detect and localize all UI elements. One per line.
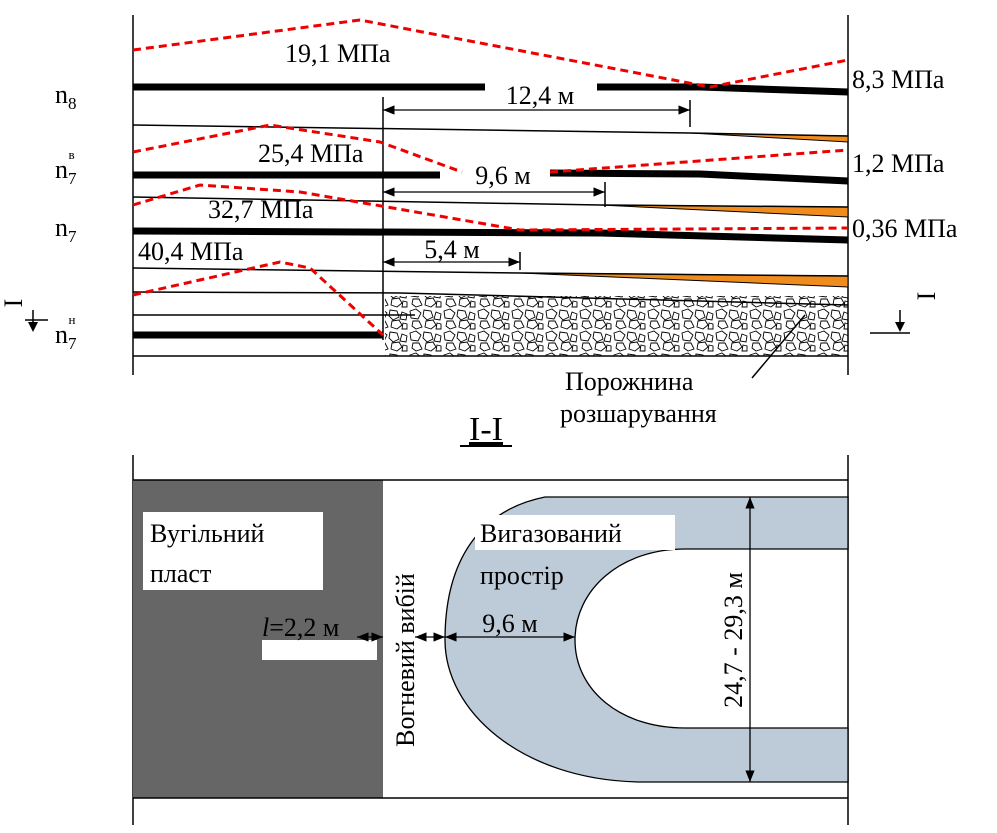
section-mark: I [912, 292, 941, 301]
stress-curve [133, 20, 848, 87]
seam-label: n7 н [55, 312, 77, 353]
section-arrow [895, 322, 905, 332]
text: в [69, 147, 75, 162]
gap-label: l=2,2 м [262, 613, 339, 642]
seam-label: n7 в [55, 147, 77, 188]
stress-curve [133, 262, 383, 335]
text: 8 [68, 94, 77, 113]
stress-label: 19,1 МПа [285, 39, 391, 68]
cavity-label: Порожнина [565, 367, 694, 396]
text: 7 [68, 227, 77, 246]
gasified-label: простір [480, 561, 564, 590]
section-mark: I [0, 299, 28, 308]
stress-label: 0,36 МПа [852, 214, 958, 243]
section-arrow [25, 310, 48, 328]
stress-label: 32,7 МПа [208, 195, 314, 224]
stress-label: 1,2 МПа [852, 149, 945, 178]
width-label: 24,7 - 29,3 м [719, 572, 748, 708]
distance-label: 9,6 м [482, 609, 537, 638]
text: n [55, 213, 68, 242]
coal-label: пласт [150, 559, 211, 588]
section-title: I-I [469, 411, 503, 448]
text: 7 [68, 169, 77, 188]
text: n [55, 320, 68, 349]
text: 7 [68, 334, 77, 353]
gasified-label: Вигазований [480, 519, 622, 548]
distance-label: 12,4 м [506, 81, 574, 110]
seam-label: n7 [55, 213, 77, 246]
coal-label: Вугільний [150, 519, 265, 548]
section-top: n8 n7в n7 n7н 19,1 МПа 25,4 МПа 32,7 МПа… [0, 15, 958, 428]
section-arrow [28, 322, 38, 332]
stress-label: 8,3 МПа [852, 65, 945, 94]
text: =2,2 м [269, 613, 339, 642]
stress-label: 40,4 МПа [138, 237, 244, 266]
text: l [262, 613, 269, 642]
seam-label: n8 [55, 80, 77, 113]
text: н [69, 312, 76, 327]
diagram: n8 n7в n7 n7н 19,1 МПа 25,4 МПа 32,7 МПа… [0, 0, 997, 828]
distance-label: 9,6 м [475, 161, 530, 190]
seam [133, 87, 848, 92]
cavity-label: розшарування [560, 399, 717, 428]
stress-label: 25,4 МПа [258, 139, 364, 168]
distance-label: 5,4 м [424, 235, 479, 264]
text: n [55, 80, 68, 109]
section-arrow [870, 310, 910, 333]
plan: Вугільний пласт Вигазований простір Вогн… [133, 455, 848, 825]
text: n [55, 155, 68, 184]
fire-face-label: Вогневий вибій [391, 573, 420, 747]
label-box [262, 640, 377, 660]
